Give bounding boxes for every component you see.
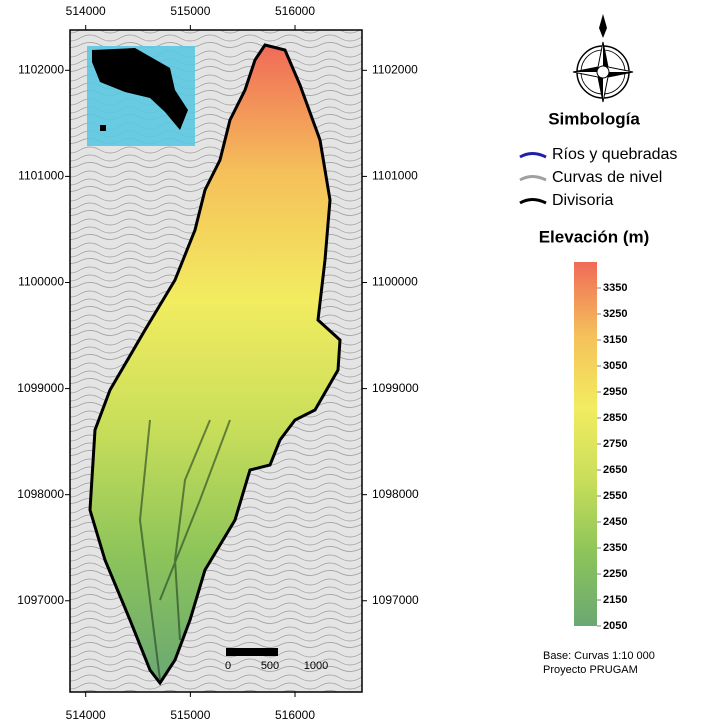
inset-country <box>92 48 188 130</box>
x-tick-label: 516000 <box>275 4 315 18</box>
y-tick-label: 1098000 <box>372 487 419 501</box>
scale-label: 1000 <box>304 660 328 672</box>
colorbar-tick-label: 2250 <box>603 568 627 580</box>
colorbar-tick-label: 3250 <box>603 308 627 320</box>
x-tick-label: 515000 <box>170 708 210 722</box>
colorbar-tick-label: 2050 <box>603 620 627 632</box>
legend-swatch <box>519 175 547 182</box>
colorbar-tick-label: 2650 <box>603 464 627 476</box>
legend-label: Curvas de nivel <box>552 169 662 186</box>
colorbar-tick-label: 2750 <box>603 438 627 450</box>
colorbar-tick-label: 3350 <box>603 282 627 294</box>
y-tick-label: 1098000 <box>17 487 64 501</box>
scale-label: 0 <box>225 660 231 672</box>
colorbar-tick-label: 2550 <box>603 490 627 502</box>
colorbar-tick-label: 2850 <box>603 412 627 424</box>
x-tick-label: 514000 <box>66 708 106 722</box>
colorbar-tick-label: 2450 <box>603 516 627 528</box>
rivers <box>138 419 231 681</box>
colorbar-tick-label: 3150 <box>603 334 627 346</box>
watershed <box>88 43 342 686</box>
colorbar-tick-label: 2950 <box>603 386 627 398</box>
x-tick-label: 515000 <box>170 4 210 18</box>
inset-location <box>100 125 106 131</box>
y-tick-label: 1099000 <box>17 381 64 395</box>
colorbar-tick-label: 2150 <box>603 594 627 606</box>
legend-swatch <box>519 198 547 205</box>
legend-swatch <box>519 152 547 159</box>
scale-label: 500 <box>261 660 279 672</box>
y-tick-label: 1097000 <box>17 593 64 607</box>
note: Base: Curvas 1:10 000 <box>543 650 655 662</box>
y-tick-label: 1099000 <box>372 381 419 395</box>
note: Proyecto PRUGAM <box>543 664 638 676</box>
colorbar-tick-label: 3050 <box>603 360 627 372</box>
colorbar-title: Elevación (m) <box>539 227 650 246</box>
y-tick-label: 1102000 <box>372 62 418 76</box>
y-tick-label: 1101000 <box>18 169 64 183</box>
legend-label: Ríos y quebradas <box>552 146 677 163</box>
legend-title: Simbología <box>548 109 640 128</box>
compass-rose <box>572 14 634 103</box>
x-tick-label: 516000 <box>275 708 315 722</box>
y-tick-label: 1101000 <box>372 169 418 183</box>
colorbar <box>574 262 597 626</box>
colorbar-tick-label: 2350 <box>603 542 627 554</box>
y-tick-label: 1102000 <box>18 62 64 76</box>
y-tick-label: 1100000 <box>18 275 64 289</box>
x-tick-label: 514000 <box>66 4 106 18</box>
scale-bar <box>226 648 278 656</box>
legend-label: Divisoria <box>552 192 613 209</box>
y-tick-label: 1097000 <box>372 593 419 607</box>
y-tick-label: 1100000 <box>372 275 418 289</box>
